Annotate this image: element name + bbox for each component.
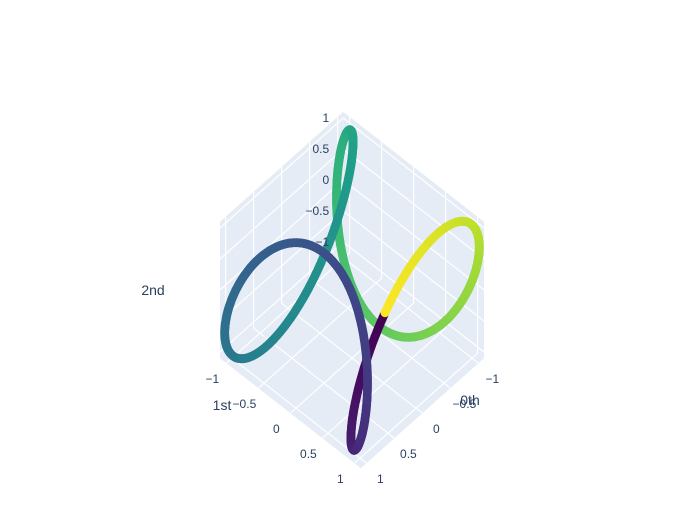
marker-point [461,217,471,227]
z-axis-title: 2nd [141,282,164,298]
x-axis-title: 0th [460,392,479,408]
x-tick-label: 0.5 [400,447,417,461]
y-axis-title: 1st [213,397,232,413]
x-tick-label: −1 [486,372,500,386]
grid-ypane-z-3 [219,148,344,260]
grid-floor-x-3 [253,327,395,439]
y-tick-label: 1 [337,472,344,486]
y-tick-label: 0 [273,422,280,436]
grid-floor-y-4 [354,352,478,464]
grid-floor-y-2 [290,302,414,414]
z-tick-label: −0.5 [305,204,329,218]
grid-xpane-z-2 [342,179,485,291]
y-tick-label: 0.5 [300,447,317,461]
y-tick-label: −1 [206,372,220,386]
grid-xpane-z-3 [342,148,485,260]
grid-floor-x-4 [225,352,367,464]
grid-ypane-z-2 [219,179,344,291]
x-tick-label: 0 [433,422,440,436]
z-tick-label: −1 [316,235,330,249]
x-tick-label: −0.5 [453,397,477,411]
trefoil-knot-markers [220,125,484,455]
x-tick-label: 1 [377,472,384,486]
marker-point [358,329,368,339]
tick-labels: −1 −0.5 0 0.5 1 −1 −0.5 0 0.5 1 −1 −0.5 0 0.5 1 [206,111,500,486]
grid-ypane-z-4 [219,117,344,229]
z-tick-label: 0 [323,173,330,187]
y-tick-label: −0.5 [233,397,257,411]
grid-floor-y-3 [322,327,446,439]
marker-point [330,223,340,232]
grid-xpane-z-4 [342,117,485,229]
z-tick-label: 1 [323,111,330,125]
z-tick-label: 0.5 [313,142,330,156]
